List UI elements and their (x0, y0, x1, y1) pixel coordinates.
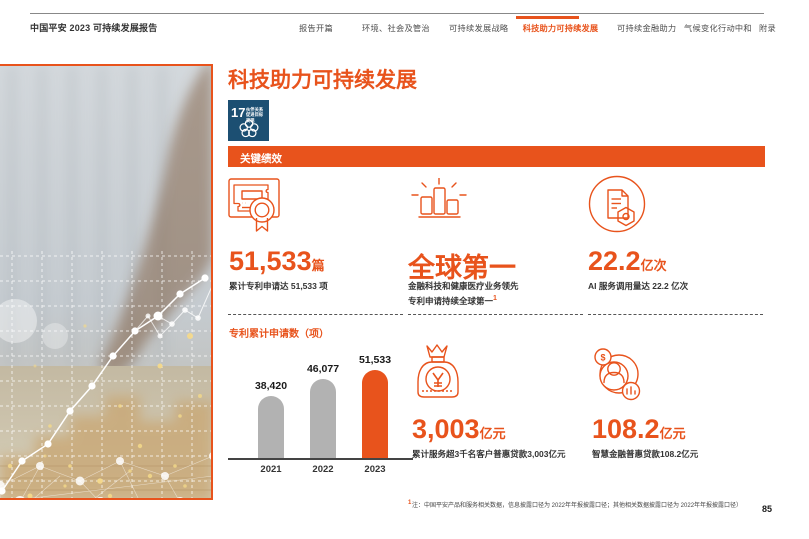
svg-text:$: $ (600, 352, 605, 362)
